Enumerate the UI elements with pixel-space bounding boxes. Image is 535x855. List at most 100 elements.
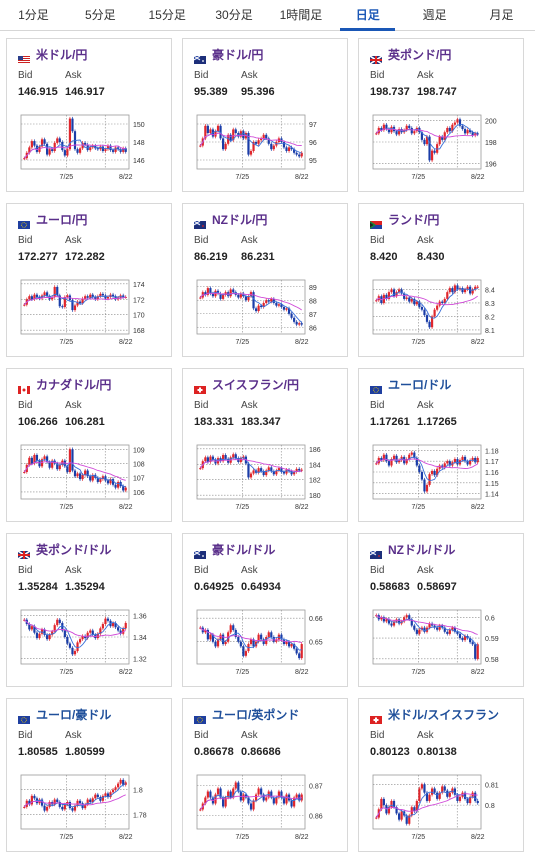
candle-body: [242, 456, 245, 459]
pair-name-link[interactable]: 豪ドル/ドル: [212, 543, 276, 557]
rate-card[interactable]: ランド/円 Bid Ask 8.420 8.430 8.4 8.3 8.2 8.1 7/25 8/2…: [358, 203, 524, 357]
rate-card[interactable]: ユーロ/ドル Bid Ask 1.17261 1.17265 1.18 1.17 1.16 1.…: [358, 368, 524, 522]
tab-5[interactable]: 日足: [334, 0, 401, 31]
plot-frame: [196, 609, 306, 665]
tab-3[interactable]: 30分足: [215, 8, 253, 22]
candle-body: [53, 286, 56, 297]
candle-body: [463, 456, 467, 462]
candle-body: [71, 118, 74, 132]
candle-body: [390, 623, 393, 626]
pair-name-link[interactable]: 英ポンド/円: [388, 48, 452, 62]
candle-body: [272, 797, 275, 804]
candle-body: [382, 124, 385, 131]
candle-body: [56, 286, 59, 296]
candlestick-chart[interactable]: 1.36 1.34 1.32 7/25 8/22: [15, 604, 165, 678]
pair-name-link[interactable]: NZドル/円: [212, 213, 268, 227]
candle-body: [385, 124, 388, 130]
pair-name-link[interactable]: ユーロ/豪ドル: [36, 708, 112, 722]
pair-name-link[interactable]: 米ドル/スイスフラン: [388, 708, 499, 722]
short-ma-line: [199, 291, 302, 323]
candle-body: [466, 461, 469, 465]
candlestick-chart[interactable]: 89 88 87 86 7/25 8/22: [191, 274, 341, 348]
rate-card[interactable]: スイスフラン/円 Bid Ask 183.331 183.347 186 184 182 180…: [182, 368, 348, 522]
tab-6[interactable]: 週足: [422, 8, 447, 22]
candle-body: [234, 782, 237, 789]
candlestick-chart[interactable]: 109 108 107 106 7/25 8/22: [15, 439, 165, 513]
candle-body: [474, 133, 477, 136]
candlestick-chart[interactable]: 0.6 0.59 0.58 7/25 8/22: [367, 604, 517, 678]
candle-body: [433, 309, 436, 317]
rate-card[interactable]: ユーロ/英ポンド Bid Ask 0.86678 0.86686 0.87 0.86 7/25…: [182, 698, 348, 852]
flag-icon: [17, 546, 31, 560]
candle-body: [237, 294, 240, 298]
x-date-label: 7/25: [236, 339, 250, 346]
candle-body: [403, 293, 406, 299]
candle-body: [101, 293, 105, 296]
pair-name-link[interactable]: ユーロ/英ポンド: [212, 708, 300, 722]
rate-card[interactable]: 英ポンド/円 Bid Ask 198.737 198.747 200 198 196 7/25 8…: [358, 38, 524, 192]
rate-card[interactable]: 米ドル/円 Bid Ask 146.915 146.917 150 148 146 7/25 8/…: [6, 38, 172, 192]
candle-body: [40, 799, 44, 806]
pair-name-link[interactable]: ユーロ/円: [36, 213, 88, 227]
rate-card[interactable]: ユーロ/円 Bid Ask 172.277 172.282 174 172 170 168 7/2…: [6, 203, 172, 357]
candle-body: [395, 455, 398, 463]
candle-body: [385, 294, 388, 299]
ask-label: Ask: [65, 565, 82, 576]
candle-body: [423, 627, 426, 632]
pair-name-link[interactable]: ランド/円: [388, 213, 440, 227]
candlestick-chart[interactable]: 0.87 0.86 7/25 8/22: [191, 769, 341, 843]
rate-card[interactable]: 豪ドル/ドル Bid Ask 0.64925 0.64934 0.66 0.65 7/25 8/…: [182, 533, 348, 687]
y-tick-label: 1.34: [133, 635, 147, 642]
candlestick-chart[interactable]: 8.4 8.3 8.2 8.1 7/25 8/22: [367, 274, 517, 348]
candle-body: [287, 147, 291, 151]
ask-label: Ask: [417, 70, 434, 81]
candlestick-chart[interactable]: 186 184 182 180 7/25 8/22: [191, 439, 341, 513]
rate-card[interactable]: NZドル/円 Bid Ask 86.219 86.231 89 88 87 86 7/25 8/22: [182, 203, 348, 357]
candlestick-chart[interactable]: 1.8 1.78 7/25 8/22: [15, 769, 165, 843]
rate-card[interactable]: カナダドル/円 Bid Ask 106.266 106.281 109 108 107 106 7…: [6, 368, 172, 522]
candle-body: [99, 479, 102, 482]
pair-name-link[interactable]: 豪ドル/円: [212, 48, 264, 62]
rate-card[interactable]: ユーロ/豪ドル Bid Ask 1.80585 1.80599 1.8 1.78 7/25 8/…: [6, 698, 172, 852]
rate-card[interactable]: NZドル/ドル Bid Ask 0.58683 0.58697 0.6 0.59 0.58 7/…: [358, 533, 524, 687]
pair-name-link[interactable]: カナダドル/円: [36, 378, 112, 392]
pair-name-link[interactable]: 英ポンド/ドル: [36, 543, 112, 557]
pair-name-link[interactable]: 米ドル/円: [36, 48, 88, 62]
rate-card[interactable]: 米ドル/スイスフラン Bid Ask 0.80123 0.80138 0.81 0.8 7/2…: [358, 698, 524, 852]
candlestick-chart[interactable]: 0.81 0.8 7/25 8/22: [367, 769, 517, 843]
candle-body: [415, 800, 418, 812]
card-header: カナダドル/円: [18, 376, 112, 394]
tab-4[interactable]: 1時間足: [279, 8, 323, 22]
candle-body: [272, 471, 275, 475]
tab-0[interactable]: 1分足: [18, 8, 49, 22]
rate-card[interactable]: 英ポンド/ドル Bid Ask 1.35284 1.35294 1.36 1.34 1.32 7…: [6, 533, 172, 687]
candle-body: [249, 151, 253, 155]
candlestick-chart[interactable]: 200 198 196 7/25 8/22: [367, 109, 517, 183]
candlestick-chart[interactable]: 1.18 1.17 1.16 1.15 1.14 7/25 8/22: [367, 439, 517, 513]
tab-1[interactable]: 5分足: [84, 8, 116, 22]
candle-body: [436, 305, 439, 310]
tab-2[interactable]: 15分足: [148, 8, 186, 22]
ask-value: 86.231: [241, 251, 275, 263]
bid-value: 0.64925: [194, 581, 234, 593]
pair-name-link[interactable]: NZドル/ドル: [388, 543, 456, 557]
candle-body: [463, 635, 467, 641]
y-tick-label: 0.65: [309, 640, 323, 647]
ask-value: 0.64934: [241, 581, 281, 593]
candlestick-chart[interactable]: 97 96 95 7/25 8/22: [191, 109, 341, 183]
pair-name-link[interactable]: スイスフラン/円: [212, 378, 299, 392]
candle-body: [413, 625, 416, 630]
candlestick-chart[interactable]: 0.66 0.65 7/25 8/22: [191, 604, 341, 678]
candle-body: [380, 127, 383, 131]
candlestick-chart[interactable]: 150 148 146 7/25 8/22: [15, 109, 165, 183]
tab-7[interactable]: 月足: [489, 8, 514, 22]
candle-body: [124, 487, 127, 491]
rate-card[interactable]: 豪ドル/円 Bid Ask 95.389 95.396 97 96 95 7/25 8/22: [182, 38, 348, 192]
candle-body: [298, 154, 301, 157]
candlestick-chart[interactable]: 174 172 170 168 7/25 8/22: [15, 274, 165, 348]
pair-name-link[interactable]: ユーロ/ドル: [388, 378, 452, 392]
candle-body: [257, 788, 260, 795]
candle-body: [237, 637, 240, 642]
ask-value: 0.58697: [417, 581, 457, 593]
y-tick-label: 186: [309, 447, 321, 454]
